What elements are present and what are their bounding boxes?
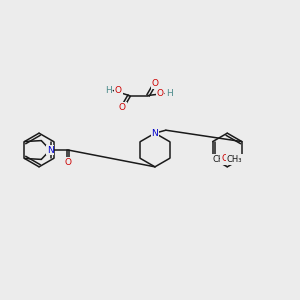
Text: CH₃: CH₃ xyxy=(212,155,228,164)
Text: O: O xyxy=(221,154,228,163)
Text: O: O xyxy=(64,158,71,167)
Text: O: O xyxy=(156,89,164,98)
Text: O: O xyxy=(115,86,122,95)
Text: O: O xyxy=(226,154,233,163)
Text: H: H xyxy=(105,86,112,95)
Text: N: N xyxy=(47,146,54,154)
Text: N: N xyxy=(152,129,158,138)
Text: H: H xyxy=(167,89,173,98)
Text: O: O xyxy=(119,103,126,112)
Text: CH₃: CH₃ xyxy=(227,155,242,164)
Text: O: O xyxy=(152,79,158,88)
